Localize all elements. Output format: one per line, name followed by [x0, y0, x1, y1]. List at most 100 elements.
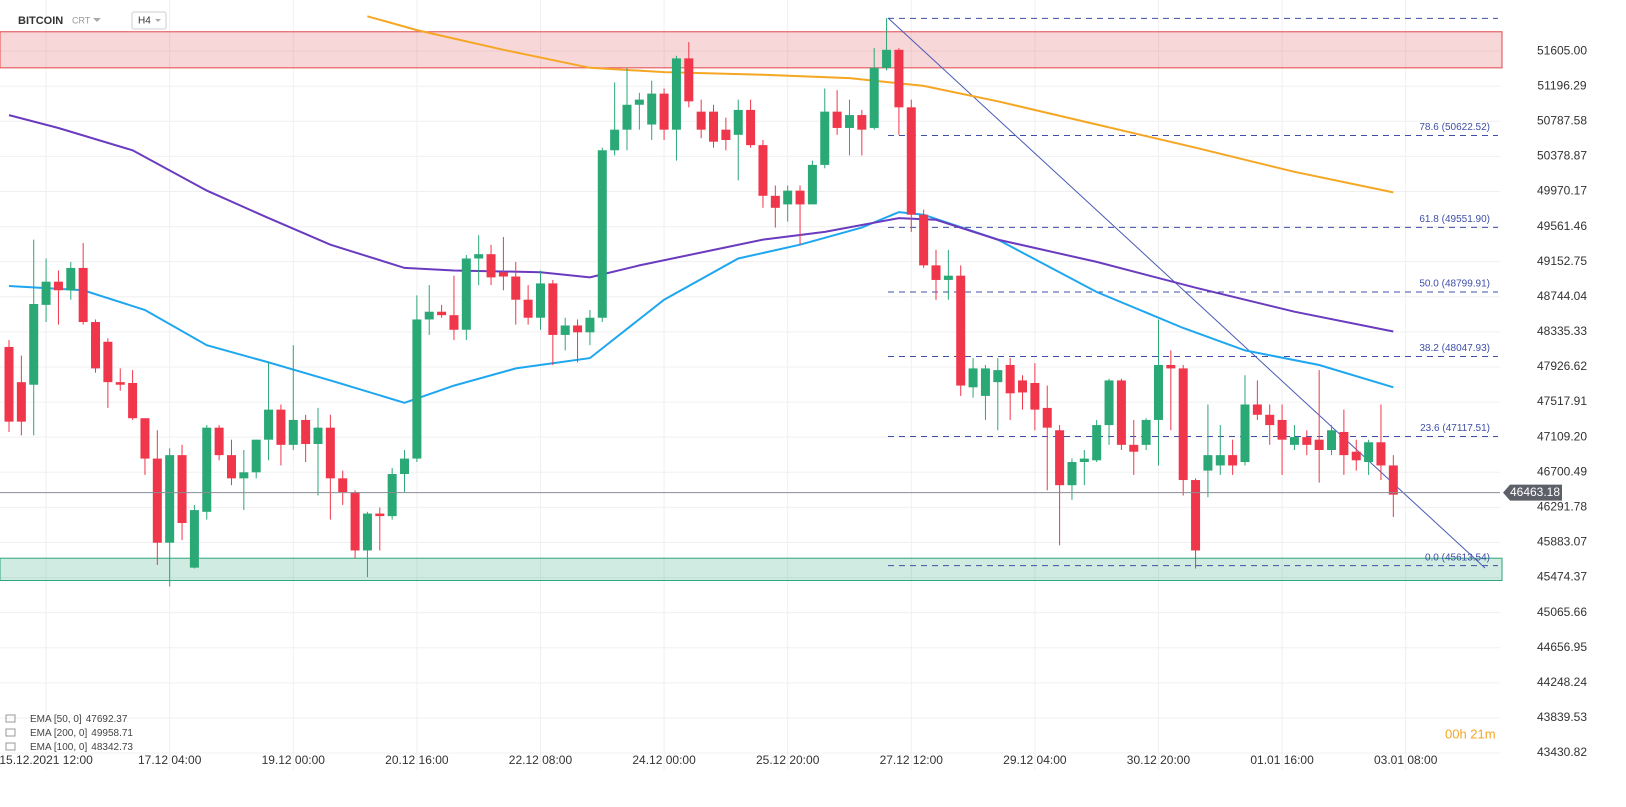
y-tick-label: 50378.87 — [1537, 149, 1587, 163]
candle-body — [66, 267, 76, 291]
candle-body — [91, 322, 101, 369]
candle-body — [362, 513, 372, 551]
trend-line — [887, 17, 1486, 569]
candle-body — [622, 104, 632, 130]
y-tick-label: 43430.82 — [1537, 745, 1587, 759]
dropdown-arrow[interactable] — [93, 18, 101, 22]
candle-body — [659, 93, 669, 130]
candle-body — [29, 304, 39, 385]
candle-timer: 00h 21m — [1445, 726, 1496, 741]
candle-body — [573, 325, 583, 333]
price-zone — [0, 31, 1503, 69]
candle-body — [338, 478, 348, 493]
candle-body — [783, 190, 793, 205]
x-tick-label: 22.12 08:00 — [509, 753, 573, 767]
candle-body — [1141, 419, 1151, 445]
symbol: BITCOIN — [18, 15, 63, 27]
candle-body — [264, 409, 274, 440]
timeframe-box[interactable] — [131, 11, 167, 30]
candle-body — [152, 458, 162, 543]
last-price-tag — [1503, 484, 1562, 501]
candle-body — [350, 492, 360, 551]
candle-body — [820, 111, 830, 165]
x-tick-label: 20.12 16:00 — [385, 753, 449, 767]
x-tick-label: 01.01 16:00 — [1250, 753, 1314, 767]
candle-body — [288, 419, 298, 445]
legend-entry: EMA [100, 0] 48342.73 — [30, 742, 133, 753]
y-tick-label: 45065.66 — [1537, 605, 1587, 619]
x-tick-label: 19.12 00:00 — [262, 753, 326, 767]
legend-icon — [5, 742, 16, 751]
candle-body — [498, 272, 508, 277]
legend-value: 48342.73 — [91, 742, 133, 753]
legend-entry: EMA [200, 0] 49958.71 — [30, 728, 133, 739]
axis-layer: 51605.00 51196.29 50787.58 50378.87 49970.17… — [0, 43, 1587, 767]
candle-body — [1327, 430, 1337, 450]
candle-body — [1265, 414, 1275, 426]
candle-body — [610, 129, 620, 151]
candle-body — [968, 368, 978, 388]
y-tick-label: 48744.04 — [1537, 289, 1587, 303]
candle-body — [53, 281, 63, 291]
y-tick-label: 51605.00 — [1537, 43, 1587, 57]
candle-body — [251, 439, 261, 473]
candle-body — [523, 299, 533, 318]
candle-body — [585, 317, 595, 333]
candle-body — [597, 150, 607, 318]
candle-body — [140, 418, 150, 459]
candle-body — [177, 455, 187, 523]
candle-body — [511, 276, 521, 300]
candle-body — [449, 315, 459, 330]
y-tick-label: 49970.17 — [1537, 184, 1587, 198]
candle-body — [115, 382, 125, 385]
candle-body — [721, 129, 731, 140]
symbol-type[interactable]: CRT — [72, 15, 91, 25]
fib-label: 78.6 (50622.52) — [1419, 122, 1490, 133]
candle-body — [1116, 380, 1126, 445]
candle-body — [474, 254, 484, 259]
candle-body — [980, 368, 990, 396]
y-tick-label: 49152.75 — [1537, 254, 1587, 268]
candle-body — [1005, 364, 1015, 394]
candle-body — [1252, 404, 1262, 415]
x-tick-label: 30.12 20:00 — [1127, 753, 1191, 767]
y-tick-label: 47517.91 — [1537, 394, 1587, 408]
legend-icon — [5, 728, 16, 737]
candle-layer — [4, 18, 1398, 587]
candle-body — [832, 111, 842, 128]
candle-body — [943, 275, 953, 280]
candle-body — [1351, 451, 1361, 461]
candle-body — [325, 427, 335, 479]
candle-body — [1302, 437, 1312, 445]
candle-body — [844, 115, 854, 128]
y-tick-label: 44656.95 — [1537, 640, 1587, 654]
candle-body — [770, 195, 780, 208]
candle-body — [709, 111, 719, 142]
candle-body — [1104, 380, 1114, 426]
candle-body — [535, 283, 545, 318]
ema-line — [367, 15, 1394, 194]
candle-body — [313, 427, 323, 444]
candle-body — [78, 267, 88, 323]
timeframe-arrow[interactable] — [155, 19, 161, 22]
candle-body — [758, 145, 768, 196]
y-tick-label: 43839.53 — [1537, 710, 1587, 724]
candle-body — [202, 427, 212, 512]
y-tick-label: 46700.49 — [1537, 464, 1587, 478]
candle-body — [1166, 364, 1176, 369]
candle-body — [301, 419, 311, 444]
timeframe[interactable]: H4 — [138, 16, 151, 27]
y-tick-label: 46291.78 — [1537, 500, 1587, 514]
candle-body — [400, 458, 410, 475]
candle-body — [387, 474, 397, 517]
y-tick-label: 49561.46 — [1537, 219, 1587, 233]
x-tick-label: 24.12 00:00 — [632, 753, 696, 767]
candle-body — [560, 325, 570, 335]
candle-body — [671, 58, 681, 130]
candle-body — [634, 99, 644, 105]
price-zone — [0, 557, 1503, 582]
zone-layer — [0, 31, 1503, 582]
grid-layer — [0, 0, 1500, 770]
candle-body — [1240, 404, 1250, 463]
